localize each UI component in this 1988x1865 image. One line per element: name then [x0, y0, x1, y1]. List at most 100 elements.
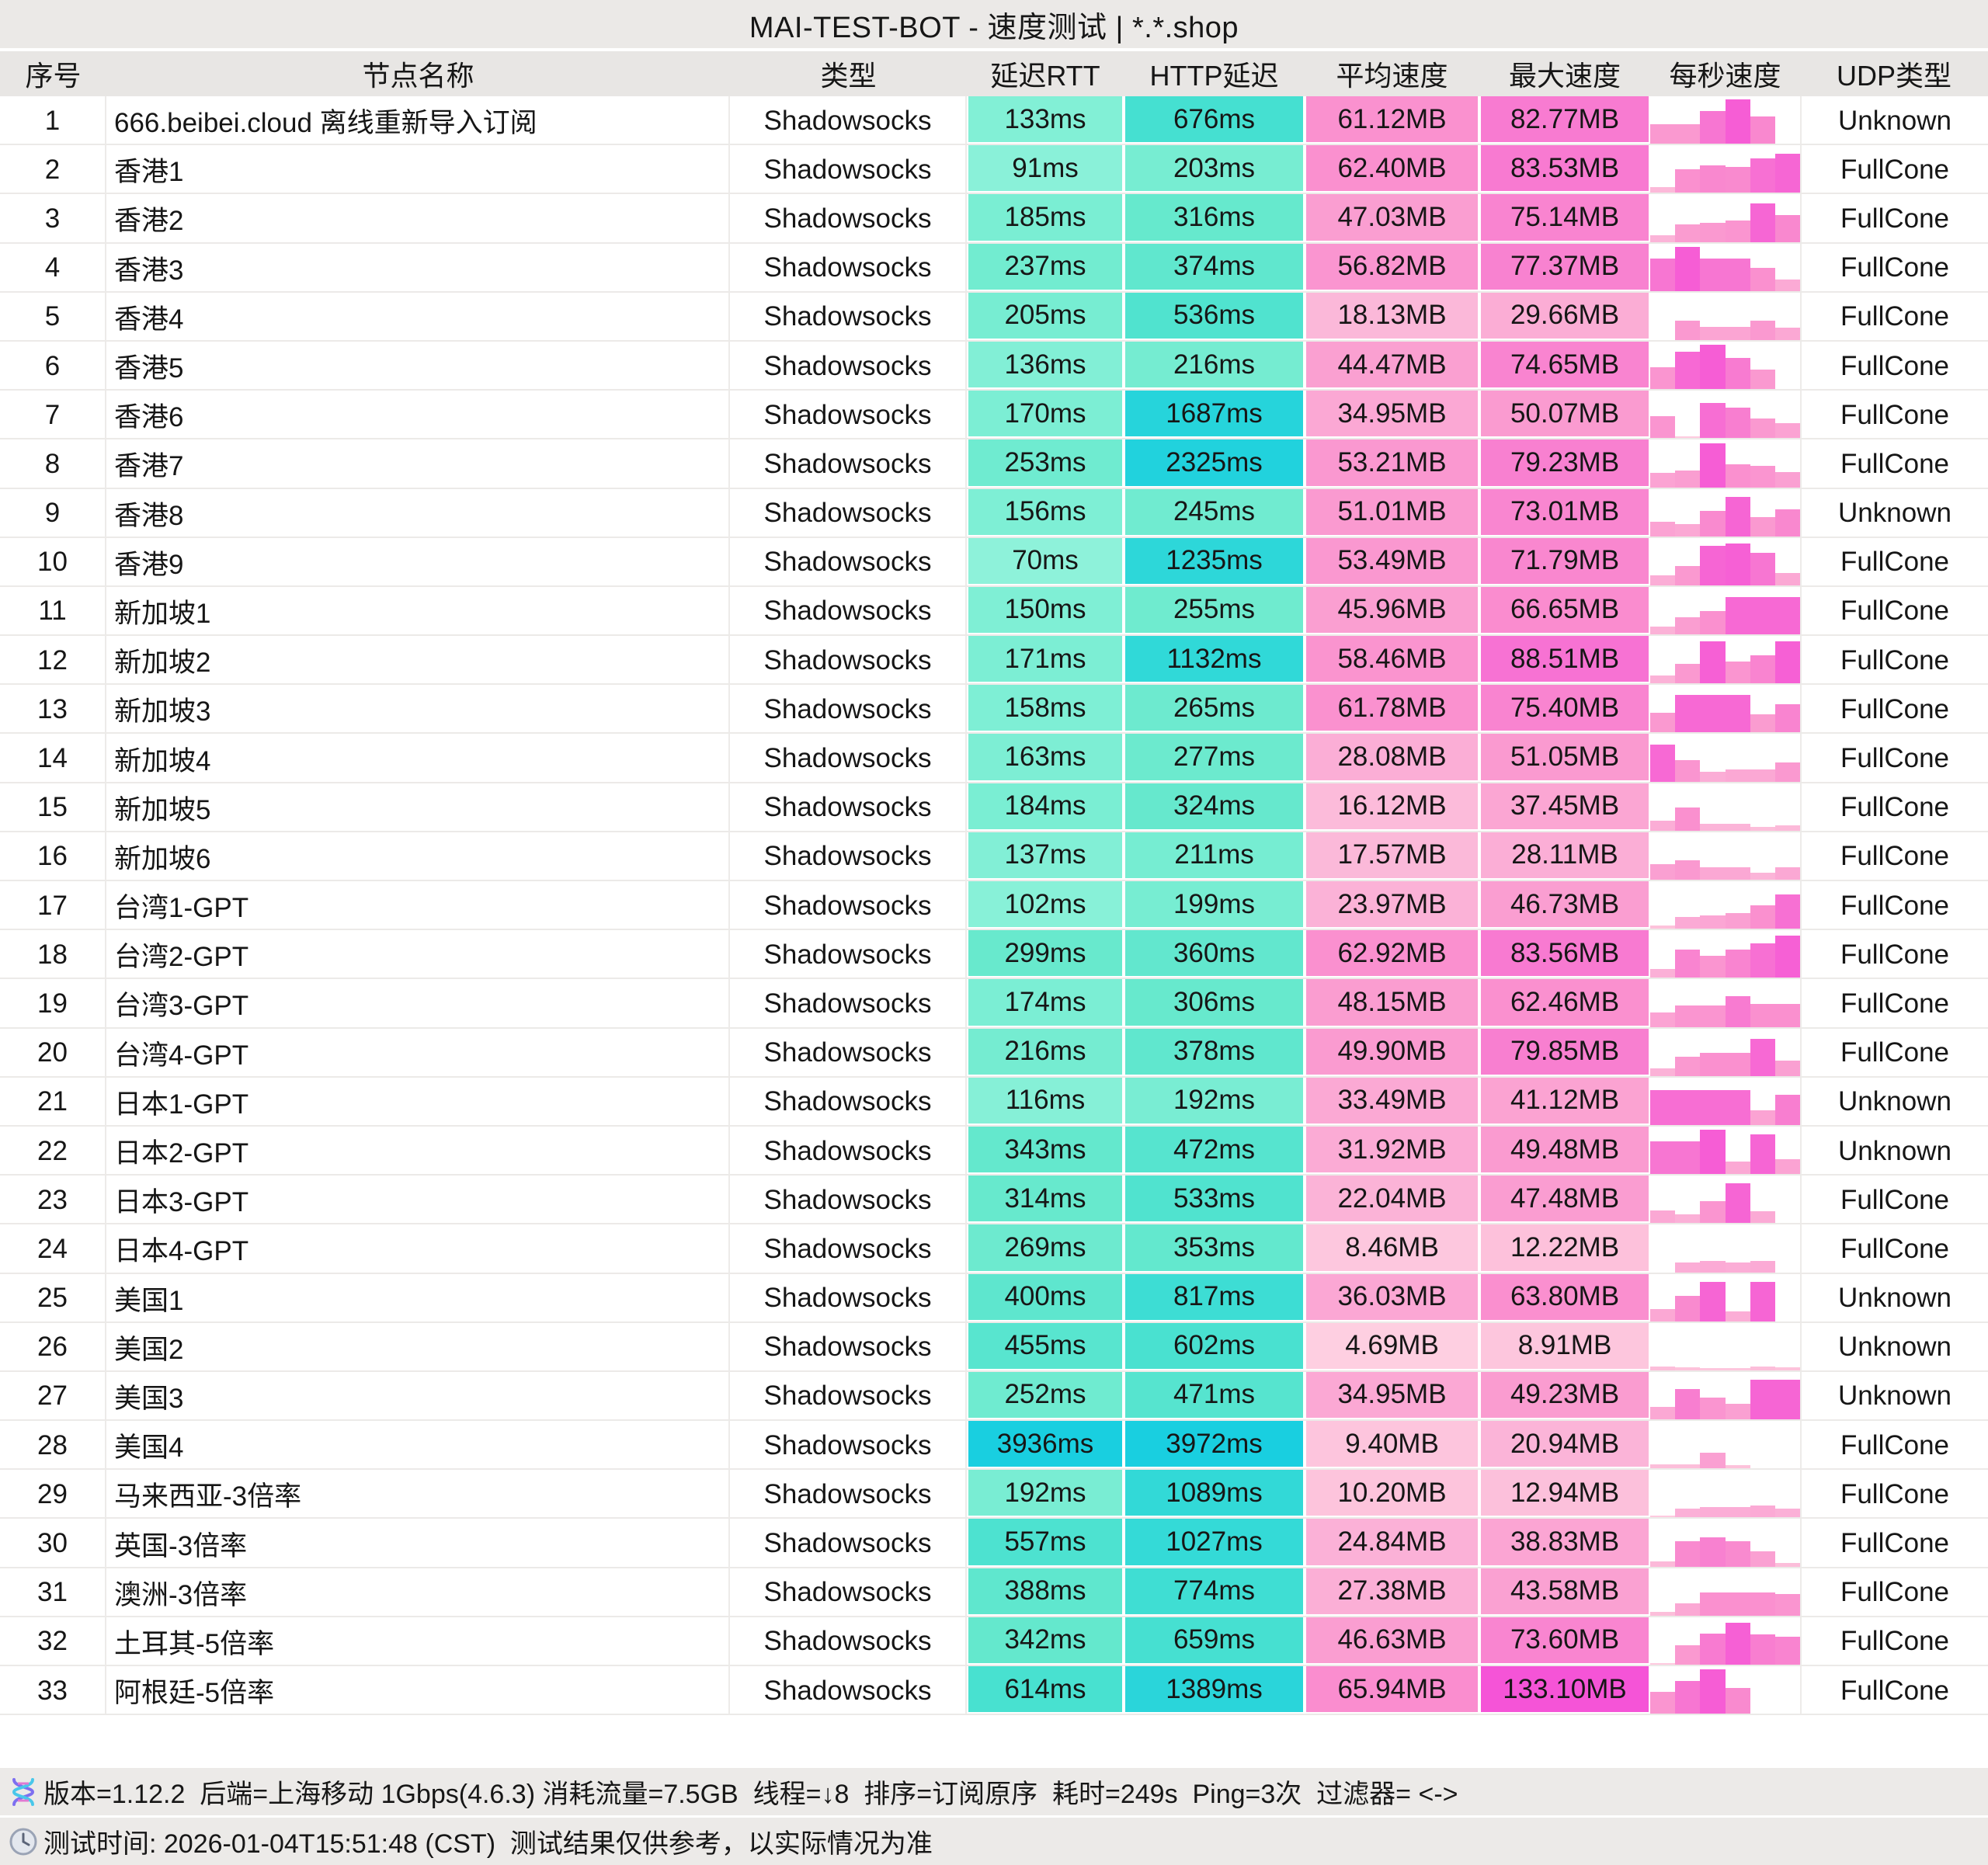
http-latency-value: 306ms — [1125, 979, 1303, 1026]
speed-bar — [1750, 1038, 1775, 1078]
speed-bar — [1675, 1005, 1701, 1029]
speed-bar — [1725, 326, 1750, 342]
http-latency-cell: 533ms — [1124, 1176, 1305, 1224]
avg-speed-cell: 49.90MB — [1305, 1028, 1479, 1078]
speed-bar — [1700, 1398, 1726, 1422]
per-second-speed-chart — [1650, 439, 1801, 489]
http-latency-value: 1687ms — [1125, 391, 1303, 437]
avg-speed-value: 53.21MB — [1306, 439, 1478, 486]
node-type-cell: Shadowsocks — [730, 1568, 967, 1617]
row-index-cell: 22 — [0, 1126, 106, 1176]
speed-bar — [1650, 416, 1676, 440]
http-latency-value: 360ms — [1125, 930, 1303, 977]
avg-speed-cell: 16.12MB — [1305, 783, 1479, 832]
col-header-http: HTTP延迟 — [1149, 60, 1279, 92]
speed-bar — [1675, 664, 1701, 686]
rtt-cell: 185ms — [967, 194, 1124, 243]
table-row: 32 土耳其-5倍率 Shadowsocks 342ms 659ms 46.63… — [0, 1617, 1988, 1667]
rtt-cell: 102ms — [967, 881, 1124, 930]
speed-bar — [1675, 124, 1701, 146]
http-latency-cell: 471ms — [1124, 1371, 1305, 1421]
rtt-value: 614ms — [968, 1666, 1122, 1713]
node-type-cell: Shadowsocks — [730, 1126, 967, 1176]
http-latency-value: 353ms — [1125, 1224, 1303, 1271]
speed-bar — [1700, 1201, 1726, 1225]
http-latency-value: 192ms — [1125, 1077, 1303, 1124]
speed-bar — [1750, 465, 1775, 489]
speed-bar — [1725, 1465, 1750, 1471]
avg-speed-value: 61.78MB — [1306, 685, 1478, 731]
node-name-cell: 新加坡2 — [106, 636, 730, 686]
footer-info-line: 版本=1.12.2 后端=上海移动 1Gbps(4.6.3) 消耗流量=7.5G… — [0, 1768, 1988, 1815]
rtt-cell: 253ms — [967, 439, 1124, 488]
speed-bar — [1725, 496, 1750, 538]
speed-bar — [1675, 224, 1701, 244]
udp-type-cell: FullCone — [1800, 1421, 1988, 1471]
speed-bar — [1650, 1464, 1676, 1471]
table-row: 7 香港6 Shadowsocks 170ms 1687ms 34.95MB 5… — [0, 391, 1988, 440]
avg-speed-value: 34.95MB — [1306, 391, 1478, 437]
table-row: 26 美国2 Shadowsocks 455ms 602ms 4.69MB 8.… — [0, 1322, 1988, 1373]
speed-bar — [1700, 1669, 1726, 1716]
http-latency-value: 199ms — [1125, 881, 1303, 928]
max-speed-value: 66.65MB — [1481, 586, 1649, 634]
speed-bar — [1675, 1464, 1701, 1471]
udp-type-cell: FullCone — [1800, 341, 1988, 391]
max-speed-value: 28.11MB — [1481, 832, 1649, 878]
row-index-cell: 19 — [0, 979, 106, 1029]
speed-bar — [1675, 1603, 1701, 1617]
node-name-cell: 日本2-GPT — [106, 1126, 730, 1176]
rtt-value: 3936ms — [968, 1421, 1122, 1467]
per-second-speed-chart — [1650, 685, 1801, 735]
http-latency-value: 472ms — [1125, 1126, 1303, 1173]
udp-type-cell: Unknown — [1800, 488, 1988, 538]
col-header-avg-speed: 平均速度 — [1336, 60, 1448, 92]
per-second-speed-chart — [1650, 1224, 1801, 1274]
rtt-value: 343ms — [968, 1126, 1122, 1173]
rtt-value: 150ms — [968, 586, 1122, 634]
speed-bar — [1700, 1130, 1726, 1176]
node-name-cell: 日本4-GPT — [106, 1224, 730, 1274]
speed-bar — [1675, 1262, 1701, 1274]
http-latency-value: 3972ms — [1125, 1421, 1303, 1467]
http-latency-value: 378ms — [1125, 1028, 1303, 1075]
per-second-speed-chart — [1650, 1372, 1801, 1422]
avg-speed-value: 4.69MB — [1306, 1322, 1478, 1369]
rtt-value: 400ms — [968, 1273, 1122, 1320]
avg-speed-cell: 61.12MB — [1305, 96, 1479, 145]
rtt-cell: 156ms — [967, 488, 1124, 538]
speed-bar — [1650, 521, 1676, 538]
avg-speed-value: 36.03MB — [1306, 1273, 1478, 1320]
max-speed-cell: 20.94MB — [1479, 1421, 1650, 1470]
page-title: MAI-TEST-BOT - 速度测试 | *.*.shop — [749, 11, 1239, 44]
avg-speed-value: 31.92MB — [1306, 1126, 1478, 1173]
http-latency-value: 1089ms — [1125, 1470, 1303, 1516]
node-type-cell: Shadowsocks — [730, 341, 967, 391]
udp-type-cell: FullCone — [1800, 832, 1988, 881]
dna-icon — [8, 1776, 39, 1808]
speed-bar — [1675, 1540, 1701, 1568]
row-index-cell: 17 — [0, 881, 106, 931]
speed-bar — [1725, 220, 1750, 244]
rtt-value: 91ms — [968, 145, 1122, 192]
speed-bar — [1725, 167, 1750, 195]
table-row: 12 新加坡2 Shadowsocks 171ms 1132ms 58.46MB… — [0, 636, 1988, 686]
speed-bar — [1650, 1692, 1676, 1716]
rtt-value: 455ms — [968, 1322, 1122, 1369]
table-row: 2 香港1 Shadowsocks 91ms 203ms 62.40MB 83.… — [0, 145, 1988, 195]
max-speed-cell: 8.91MB — [1479, 1322, 1650, 1372]
http-latency-value: 533ms — [1125, 1176, 1303, 1222]
rtt-cell: 70ms — [967, 537, 1124, 587]
speed-bar — [1675, 950, 1701, 980]
speed-bar — [1725, 543, 1750, 587]
http-latency-cell: 536ms — [1124, 292, 1305, 342]
rtt-value: 185ms — [968, 194, 1122, 241]
speed-bar — [1750, 516, 1775, 538]
max-speed-cell: 41.12MB — [1479, 1077, 1650, 1127]
rtt-value: 216ms — [968, 1028, 1122, 1075]
max-speed-value: 79.85MB — [1481, 1028, 1649, 1075]
max-speed-cell: 29.66MB — [1479, 292, 1650, 342]
rtt-value: 70ms — [968, 537, 1122, 584]
node-name-cell: 土耳其-5倍率 — [106, 1617, 730, 1666]
avg-speed-cell: 48.15MB — [1305, 979, 1479, 1028]
